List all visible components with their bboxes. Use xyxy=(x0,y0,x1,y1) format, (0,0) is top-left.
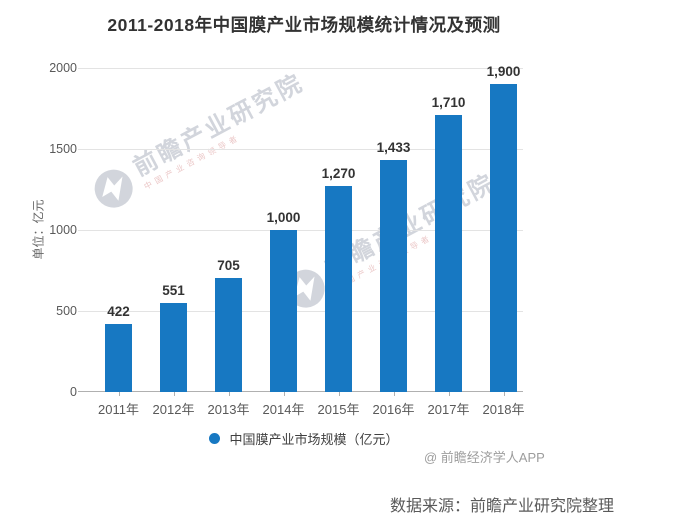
attribution-text: @ 前瞻经济学人APP xyxy=(424,450,545,465)
plot-area: 0 500 1000 1500 2000 422 2011年 551 2012年 705 2013年… xyxy=(49,61,524,417)
y-tick-label: 1500 xyxy=(49,142,77,156)
legend: 中国膜产业市场规模（亿元） xyxy=(85,429,523,448)
legend-marker-dot xyxy=(209,433,221,444)
bar xyxy=(160,302,187,392)
bar-value-label: 551 xyxy=(162,282,185,298)
y-tick-label: 500 xyxy=(56,304,77,318)
gridline xyxy=(78,149,523,150)
bar-value-label: 1,710 xyxy=(431,94,466,110)
gridline xyxy=(78,311,523,312)
bar xyxy=(490,84,517,392)
bar-value-label: 705 xyxy=(217,257,240,273)
x-tick-label: 2015年 xyxy=(317,402,360,417)
y-tick-label: 1000 xyxy=(49,223,77,237)
bar-value-label: 1,433 xyxy=(376,139,411,155)
x-tick-mark xyxy=(173,392,175,396)
x-tick-label: 2012年 xyxy=(152,402,195,417)
x-tick-mark xyxy=(393,392,395,396)
bar xyxy=(215,277,242,392)
bar-value-label: 1,000 xyxy=(266,210,301,225)
x-tick-mark xyxy=(338,392,340,396)
x-tick-mark xyxy=(118,392,120,396)
x-tick-label: 2016年 xyxy=(372,402,415,417)
bar-value-label: 422 xyxy=(107,303,130,319)
x-tick-mark xyxy=(283,392,285,396)
y-tick-label: 2000 xyxy=(49,61,77,75)
gridline xyxy=(78,230,523,231)
x-tick-label: 2017年 xyxy=(427,402,470,417)
x-tick-mark xyxy=(448,392,450,396)
x-tick-mark xyxy=(503,392,505,396)
gridline xyxy=(78,68,523,69)
x-tick-label: 2018年 xyxy=(482,402,525,417)
y-tick-label: 0 xyxy=(70,385,77,399)
x-tick-label: 2014年 xyxy=(262,402,305,417)
x-tick-mark xyxy=(228,392,230,396)
bar xyxy=(380,159,407,392)
bar-value-label: 1,270 xyxy=(321,166,356,182)
bar xyxy=(435,114,462,392)
bar xyxy=(270,230,297,392)
legend-label: 中国膜产业市场规模（亿元） xyxy=(229,432,399,447)
bar-value-label: 1,900 xyxy=(486,64,521,80)
bar xyxy=(325,186,352,392)
source-text: 数据来源：前瞻产业研究院整理 xyxy=(390,498,615,515)
x-tick-label: 2011年 xyxy=(98,402,139,417)
chart-title: 2011-2018年中国膜产业市场规模统计情况及预测 xyxy=(107,15,501,35)
bar xyxy=(105,323,132,392)
x-axis-line xyxy=(78,391,523,392)
x-tick-label: 2013年 xyxy=(207,402,250,417)
